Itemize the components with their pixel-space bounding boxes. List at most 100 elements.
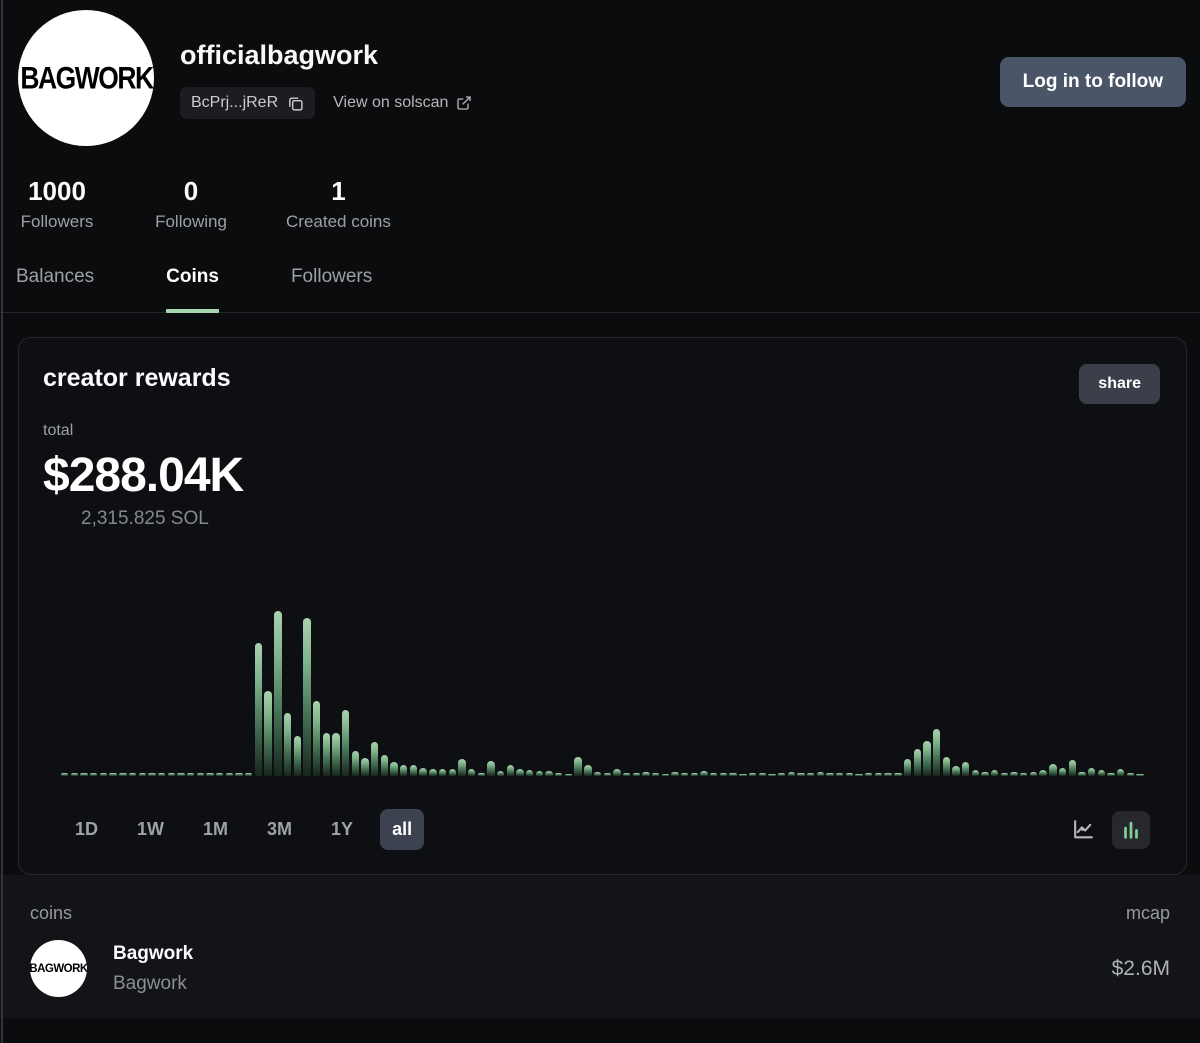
- range-all-button[interactable]: all: [380, 809, 425, 850]
- chart-bar: [642, 772, 650, 776]
- chart-bar: [128, 773, 137, 776]
- solscan-link-label: View on solscan: [333, 94, 449, 111]
- stat-created-coins: 1 Created coins: [286, 176, 391, 232]
- chart-bar: [99, 773, 108, 776]
- view-on-solscan-link[interactable]: View on solscan: [333, 94, 472, 112]
- tab-balances[interactable]: Balances: [16, 266, 95, 287]
- range-1m-button[interactable]: 1M: [191, 809, 240, 850]
- chart-bar: [506, 765, 515, 776]
- chart-bar: [467, 769, 476, 776]
- chart-bar: [671, 772, 679, 776]
- chart-bar: [651, 773, 660, 776]
- chart-bar: [1010, 772, 1018, 776]
- chart-bar: [855, 774, 863, 776]
- external-link-icon: [456, 95, 472, 111]
- chart-bar: [119, 773, 127, 776]
- chart-bar: [341, 710, 350, 776]
- chart-bar: [1116, 769, 1125, 776]
- chart-bar: [1020, 773, 1028, 776]
- chart-bar: [1029, 772, 1038, 776]
- profile-avatar-text: BAGWORK: [19, 60, 154, 95]
- range-3m-button[interactable]: 3M: [255, 809, 304, 850]
- range-1w-button[interactable]: 1W: [125, 809, 176, 850]
- chart-bar: [254, 643, 263, 776]
- range-1y-button[interactable]: 1Y: [319, 809, 365, 850]
- chart-bar: [283, 713, 292, 776]
- chart-bar: [167, 773, 175, 776]
- chart-bar: [516, 769, 524, 776]
- chart-bar: [574, 757, 582, 776]
- profile-tabs: Balances Coins Followers: [0, 266, 1200, 313]
- followers-label: Followers: [20, 212, 94, 231]
- tab-coins[interactable]: Coins: [166, 266, 219, 313]
- chart-bar: [274, 611, 282, 776]
- chart-bar: [90, 773, 98, 776]
- chart-bar: [700, 771, 708, 776]
- chart-bar: [526, 770, 534, 776]
- chart-bar: [458, 759, 466, 776]
- followers-count: 1000: [28, 176, 86, 206]
- coin-row[interactable]: BAGWORK Bagwork Bagwork $2.6M: [29, 940, 1170, 997]
- chart-bar: [816, 772, 825, 776]
- chart-bar: [836, 773, 844, 776]
- following-count: 0: [183, 176, 199, 206]
- chart-bar: [448, 769, 456, 776]
- coins-section: coins mcap BAGWORK Bagwork Bagwork $2.6M: [0, 875, 1200, 1018]
- share-button[interactable]: share: [1079, 364, 1160, 404]
- chart-bar: [923, 741, 931, 776]
- chart-bar: [390, 762, 398, 776]
- chart-bar: [622, 773, 631, 776]
- chart-bar: [874, 773, 883, 776]
- login-to-follow-button[interactable]: Log in to follow: [999, 57, 1186, 107]
- bar-chart-icon[interactable]: [1112, 810, 1150, 849]
- chart-bar: [748, 773, 757, 776]
- chart-bar: [787, 772, 795, 776]
- chart-bar: [903, 759, 912, 776]
- chart-bar: [186, 773, 195, 776]
- chart-bar: [545, 771, 553, 776]
- chart-bar: [361, 758, 369, 776]
- chart-bar: [1078, 772, 1086, 776]
- chart-bar: [710, 773, 718, 776]
- chart-bar: [264, 691, 272, 776]
- tab-followers[interactable]: Followers: [290, 266, 373, 287]
- chart-bar: [371, 742, 379, 776]
- profile-stats: 1000 Followers 0 Following 1 Created coi…: [18, 176, 1186, 232]
- chart-bar: [235, 773, 243, 776]
- range-1d-button[interactable]: 1D: [63, 809, 110, 850]
- chart-bar: [661, 774, 670, 776]
- stat-following: 0 Following: [152, 176, 230, 232]
- time-range-buttons: 1D 1W 1M 3M 1Y all: [63, 809, 425, 850]
- chart-bar: [777, 773, 786, 776]
- chart-bar: [758, 773, 766, 776]
- total-sol-value: 2,315.825 SOL: [81, 508, 209, 529]
- chart-bar: [351, 751, 360, 776]
- chart-bar: [961, 762, 970, 776]
- wallet-address-badge[interactable]: BcPrj...jReR: [180, 87, 316, 119]
- chart-bar: [593, 772, 602, 776]
- chart-bar: [632, 773, 640, 776]
- chart-bar: [1068, 760, 1076, 776]
- chart-bar: [1049, 764, 1057, 776]
- chart-bar: [148, 773, 156, 776]
- line-chart-icon[interactable]: [1064, 811, 1102, 849]
- chart-bar: [70, 773, 79, 776]
- chart-bar: [555, 773, 563, 776]
- chart-bar: [845, 773, 854, 776]
- chart-bar: [496, 771, 505, 776]
- chart-bar: [380, 755, 389, 776]
- chart-bar: [419, 768, 427, 776]
- chart-bar: [245, 773, 253, 776]
- total-usd-value: $288.04K: [43, 449, 244, 502]
- chart-bar: [1039, 770, 1047, 776]
- chart-bar: [719, 773, 728, 776]
- chart-bar: [177, 773, 185, 776]
- chart-bar: [1136, 774, 1144, 776]
- chart-bar: [535, 771, 544, 776]
- chart-bar: [932, 729, 941, 776]
- chart-bar: [884, 773, 892, 776]
- chart-bar: [409, 765, 418, 776]
- coin-symbol: Bagwork: [113, 972, 187, 994]
- creator-rewards-card: creator rewards share total $288.04K 2,3…: [18, 337, 1187, 875]
- copy-icon[interactable]: [287, 95, 304, 112]
